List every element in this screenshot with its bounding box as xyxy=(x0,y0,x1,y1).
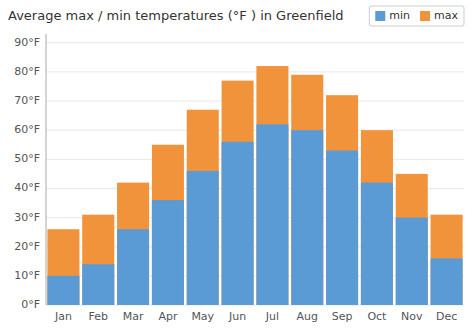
bar xyxy=(82,264,114,305)
x-tick-label: Aug xyxy=(297,310,318,323)
bar xyxy=(187,110,219,305)
y-tick-label: 0°F xyxy=(21,298,40,311)
y-tick-label: 40°F xyxy=(14,181,40,194)
bar xyxy=(222,81,254,305)
legend-label: max xyxy=(434,9,458,22)
bar xyxy=(326,151,358,305)
x-tick-label: Oct xyxy=(367,310,387,323)
bar xyxy=(47,229,79,305)
grid-line xyxy=(46,71,464,72)
grid-line xyxy=(46,42,464,43)
x-tick-label: Apr xyxy=(158,310,178,323)
bar xyxy=(291,75,323,305)
bar xyxy=(117,183,149,305)
y-tick-label: 80°F xyxy=(14,65,40,78)
bar xyxy=(431,258,463,305)
bar xyxy=(396,174,428,305)
y-axis-line xyxy=(46,34,47,305)
y-tick-label: 90°F xyxy=(14,36,40,49)
grid-line xyxy=(46,101,464,102)
legend-label: min xyxy=(389,9,410,22)
grid-line xyxy=(46,130,464,131)
legend: min max xyxy=(369,6,464,26)
bar xyxy=(152,200,184,305)
title: Average max / min temperatures (°F ) in … xyxy=(8,8,344,23)
bar xyxy=(47,276,79,305)
x-tick-label: Feb xyxy=(89,310,108,323)
y-tick-label: 70°F xyxy=(14,94,40,107)
bar xyxy=(187,171,219,305)
bar xyxy=(117,229,149,305)
x-tick-label: May xyxy=(191,310,214,323)
legend-swatch xyxy=(375,11,385,21)
x-tick-label: Dec xyxy=(436,310,457,323)
x-tick-label: Sep xyxy=(332,310,353,323)
y-tick-label: 30°F xyxy=(14,211,40,224)
legend-frame xyxy=(369,6,464,26)
x-tick-label: Nov xyxy=(401,310,423,323)
bar xyxy=(222,142,254,305)
legend-swatch xyxy=(420,11,430,21)
bar xyxy=(326,95,358,305)
grid xyxy=(46,43,464,305)
grid-line xyxy=(46,159,464,160)
x-tick-label: Jun xyxy=(228,310,246,323)
x-tick-label: Jul xyxy=(265,310,279,323)
bar xyxy=(396,218,428,305)
bar xyxy=(152,145,184,305)
x-tick-label: Mar xyxy=(123,310,144,323)
bar xyxy=(256,124,288,305)
y-tick-label: 60°F xyxy=(14,123,40,136)
y-tick-label: 10°F xyxy=(14,269,40,282)
bar xyxy=(361,130,393,305)
bar xyxy=(82,215,114,305)
bar xyxy=(431,215,463,305)
bar xyxy=(361,183,393,305)
bar xyxy=(291,130,323,305)
y-tick-label: 20°F xyxy=(14,240,40,253)
x-tick-label: Jan xyxy=(54,310,72,323)
y-tick-label: 50°F xyxy=(14,152,40,165)
bar xyxy=(256,66,288,305)
chart: 0°F 10°F 20°F 30°F 40°F 50°F 60°F 70°F 80°F 90°F J… xyxy=(0,0,474,331)
bars xyxy=(47,66,462,305)
